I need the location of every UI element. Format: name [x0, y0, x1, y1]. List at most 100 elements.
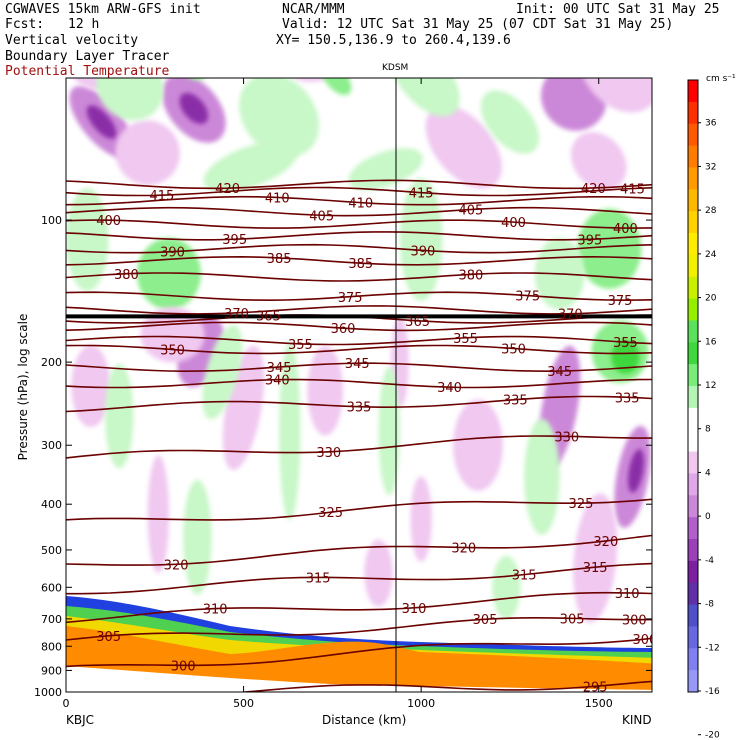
- forecast-label: Fcst:: [5, 17, 45, 32]
- theta-contour-415: [66, 186, 652, 197]
- y-tick-label: 200: [41, 356, 62, 369]
- theta-label: 330: [554, 430, 579, 445]
- velocity-region-neg: [364, 539, 393, 607]
- colorbar-units: cm s⁻¹: [706, 74, 736, 84]
- theta-label: 320: [164, 558, 189, 573]
- pbl-terrain-mask: [66, 666, 652, 692]
- theta-label: 305: [96, 630, 121, 645]
- theta-label: 410: [348, 197, 373, 212]
- colorbar: 36 32 28 24 20 16 12 8 4 0 -4 -8 -12 -16 -20: [687, 79, 720, 740]
- theta-contour-320: [66, 534, 652, 566]
- theta-label: 370: [558, 308, 583, 323]
- velocity-region-neg: [86, 105, 117, 139]
- y-tick-label: 1000: [34, 686, 62, 699]
- colorbar-swatch: [688, 145, 698, 168]
- field-boundary-layer-tracer: Boundary Layer Tracer: [5, 49, 170, 64]
- colorbar-swatch: [688, 298, 698, 321]
- velocity-region-neg: [179, 92, 209, 124]
- theta-contour-300: [66, 637, 652, 668]
- theta-label: 355: [288, 338, 313, 353]
- theta-label: 395: [222, 233, 247, 248]
- y-tick-label: 400: [41, 498, 62, 511]
- velocity-region-neg: [115, 120, 180, 186]
- theta-label: 365: [256, 310, 281, 325]
- field-vertical-velocity: Vertical velocity: [5, 33, 139, 48]
- velocity-region-neg: [573, 493, 618, 623]
- theta-contour-305: [66, 616, 652, 641]
- theta-label: 415: [409, 187, 434, 202]
- velocity-region-pos: [611, 340, 640, 374]
- theta-label: 415: [149, 189, 174, 204]
- colorbar-tick-label: 24: [705, 250, 717, 260]
- velocity-region-pos: [480, 90, 539, 154]
- colorbar-swatch: [688, 101, 698, 125]
- theta-contour-330: [66, 435, 652, 459]
- theta-contour-360: [66, 321, 652, 332]
- theta-label: 335: [615, 391, 640, 406]
- theta-label: 340: [265, 374, 290, 389]
- theta-label: 420: [215, 182, 240, 197]
- colorbar-tick-label: 16: [705, 337, 717, 347]
- org-label: NCAR/MMM: [282, 2, 345, 17]
- velocity-region-pos: [137, 238, 201, 310]
- colorbar-tick-label: 36: [705, 119, 717, 129]
- colorbar-swatch: [688, 320, 698, 343]
- colorbar-swatch: [688, 670, 698, 693]
- x-tick-label: 0: [63, 697, 70, 710]
- colorbar-swatch: [688, 451, 698, 474]
- x-axis-label: Distance (km): [322, 713, 407, 727]
- velocity-region-pos: [203, 141, 298, 192]
- theta-contour-385: [66, 255, 652, 266]
- x-tick-label: 500: [233, 697, 254, 710]
- theta-contour-310: [66, 591, 652, 624]
- station-marker-label: KDSM: [382, 63, 409, 73]
- forecast-value: 12 h: [68, 17, 100, 32]
- colorbar-tick-label: 8: [705, 425, 711, 435]
- theta-contour-380: [66, 272, 652, 282]
- velocity-region-pos: [412, 34, 453, 78]
- colorbar-tick-label: -16: [705, 687, 720, 697]
- colorbar-swatch: [688, 495, 698, 518]
- velocity-region-pos: [239, 78, 320, 158]
- colorbar-swatch: [688, 386, 698, 409]
- colorbar-tick-label: 32: [705, 162, 716, 172]
- colorbar-swatch: [688, 582, 698, 606]
- x-tick-label: 1000: [407, 697, 435, 710]
- valid-time: Valid: 12 UTC Sat 31 May 25 (07 CDT Sat …: [282, 17, 674, 32]
- theta-contour-400: [66, 219, 652, 229]
- colorbar-tick-label: -20: [705, 731, 720, 740]
- theta-label: 410: [265, 191, 290, 206]
- theta-contour-350: [66, 344, 652, 355]
- theta-contour-355: [66, 335, 652, 346]
- theta-contour-370: [66, 305, 652, 315]
- boundary-layer-tracer-shading: [66, 596, 652, 692]
- theta-label: 345: [267, 361, 292, 376]
- colorbar-swatch: [688, 604, 698, 627]
- theta-label: 420: [581, 182, 606, 197]
- theta-label: 330: [316, 446, 341, 461]
- theta-contour-325: [66, 498, 652, 521]
- colorbar-tick-label: -4: [705, 556, 714, 566]
- theta-label: 325: [569, 497, 594, 512]
- colorbar-tick-label: 28: [705, 206, 717, 216]
- velocity-region-neg: [628, 449, 644, 493]
- colorbar-swatch: [688, 407, 698, 431]
- theta-label: 350: [160, 344, 185, 359]
- y-axis-ticks: 100 200 300 400 500 600 700 800 900 1000: [34, 214, 652, 699]
- velocity-region-neg: [570, 132, 627, 191]
- theta-contour-405: [66, 206, 652, 217]
- theta-label: 315: [306, 571, 331, 586]
- theta-label: 300: [171, 659, 196, 674]
- theta-label: 355: [453, 332, 478, 347]
- colorbar-swatch: [688, 254, 698, 278]
- colorbar-tick-label: 20: [705, 294, 717, 304]
- theta-contour-390: [66, 243, 652, 254]
- velocity-region-neg: [147, 455, 169, 574]
- y-tick-label: 700: [41, 613, 62, 626]
- colorbar-swatch: [688, 233, 698, 256]
- theta-label: 380: [114, 268, 139, 283]
- theta-label: 355: [613, 336, 638, 351]
- colorbar-swatch: [688, 80, 698, 103]
- xy-coords: XY= 150.5,136.9 to 260.4,139.6: [276, 33, 511, 48]
- theta-label: 320: [593, 535, 618, 550]
